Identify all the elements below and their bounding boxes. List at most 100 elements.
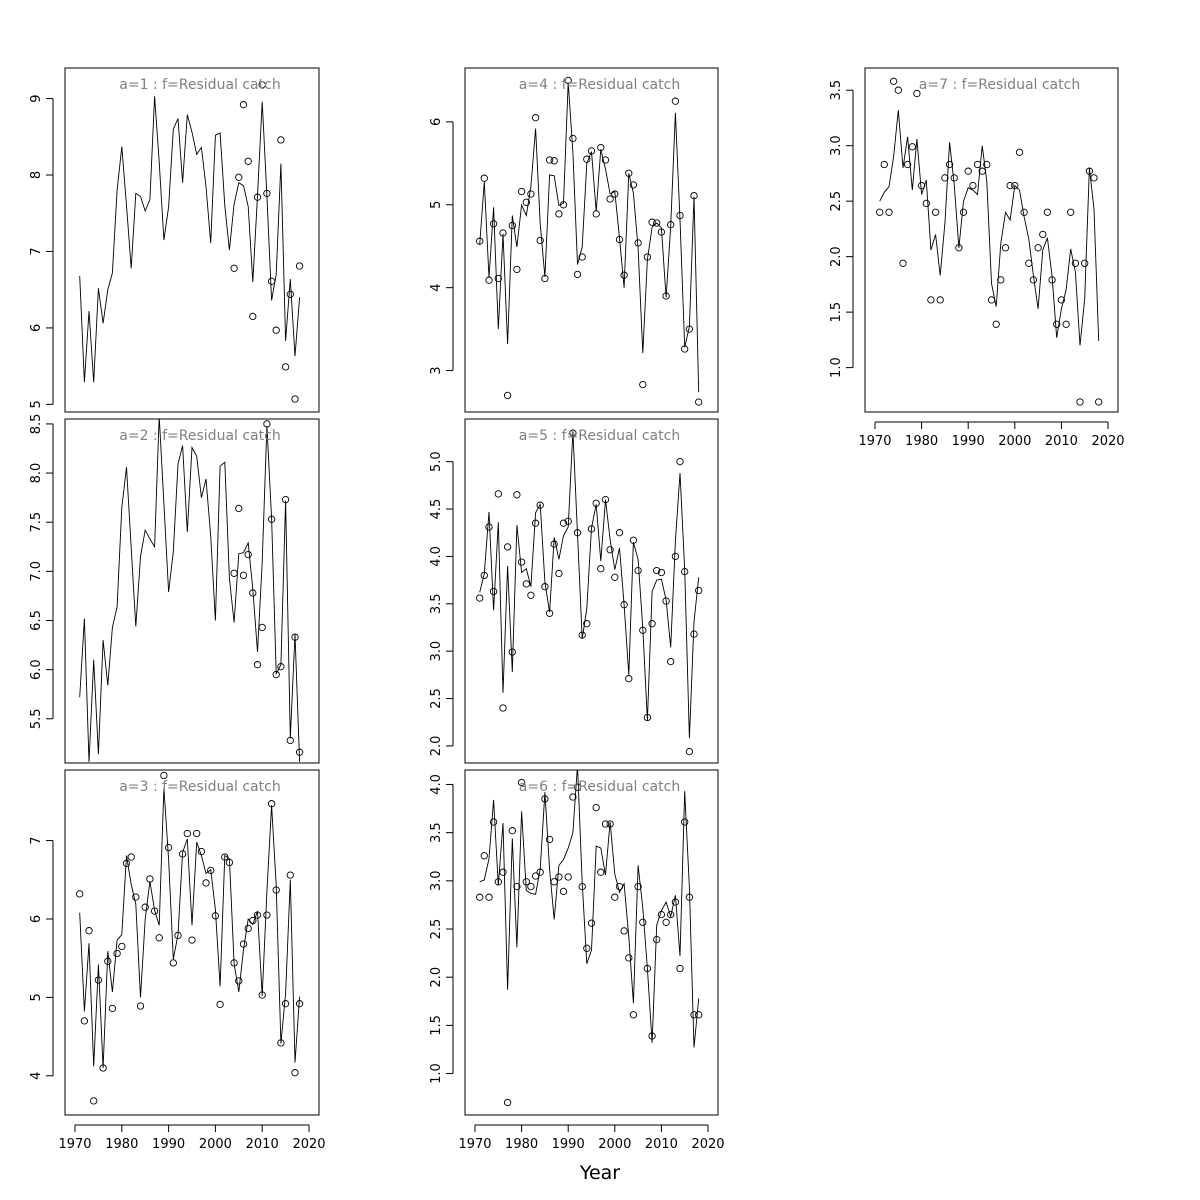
panel-3-observed-point [258,991,266,999]
panel-7-frame [864,67,1119,413]
panel-3-y-tick-label: 5 [29,993,44,1001]
panel-4-observed-point [531,114,540,122]
panel-7-observed-point [950,174,958,182]
panel-6-observed-point [555,873,563,881]
panel-1-frame [64,67,320,413]
panel-6-x-tick-label: 1970 [458,1137,491,1152]
panel-7-observed-point [978,167,986,175]
panel-7-observed-point [1095,398,1103,406]
panel-7-observed-point [987,296,996,304]
panel-5-y-tick-label: 2.0 [429,736,444,757]
panel-1-observed-point [286,290,294,298]
panel-5-observed-point [578,631,586,639]
panel-5-observed-point [527,591,535,599]
panel-6-observed-point [676,964,684,973]
panel-7-y-tick-label: 3.0 [829,135,844,156]
panel-4-y-tick-label: 6 [429,118,444,126]
panel-2-y-axis: 5.5 6.0 6.5 7.0 7.5 8.0 8.5 [29,414,54,729]
panel-7: 1.0 1.5 2.0 2.5 3.0 3.5 1970 1980 1990 2000 2010 20… [829,67,1125,449]
panel-7-y-axis: 1.0 1.5 2.0 2.5 3.0 3.5 [829,80,854,378]
panel-5-observed-point [620,601,628,609]
panel-3-observed-point [230,959,238,967]
panel-5-observed-point [541,583,549,591]
panel-4-observed-point [662,292,670,300]
panel-6-observed-point [513,882,521,891]
panel-7-x-axis: 1970 1980 1990 2000 2010 2020 [858,421,1125,449]
panel-7-observed-point [1076,398,1084,406]
panel-6-observed-point [569,793,577,801]
panel-3-observed-point [188,936,196,944]
panel-7-observed-point [1011,181,1019,190]
panel-3-observed-point [169,959,177,967]
panel-2-y-tick-label: 6.5 [29,610,44,631]
panel-2-observed-point [281,495,290,504]
panel-5-observed-point [671,552,680,561]
panel-5-observed-point [545,609,554,617]
panel-6-observed-point [545,835,554,844]
panel-4-observed-point [555,210,563,218]
panel-2-observed-point [253,661,262,669]
panel-3-observed-point [90,1097,98,1105]
panel-5-observed-point [559,519,568,527]
panel-7-observed-point [885,208,893,216]
panel-3-observed-point [207,866,215,875]
panel-6-observed-point [615,882,624,891]
panel-3-observed-point [235,977,243,985]
panel-4-observed-point [695,398,703,406]
panels: 5 6 7 8 9 a=1 : f=Residual catch 5.5 6.0 6.5 7.0 7… [29,67,1125,1152]
panel-1-y-tick-label: 8 [29,171,44,179]
panel-5-observed-point [522,580,530,588]
panel-6-observed-point [494,878,502,886]
panel-5-observed-point [625,675,633,683]
panel-5-observed-point [629,536,638,544]
panel-3-observed-point [118,942,126,951]
panel-3-observed-point [295,1000,304,1008]
panel-6-observed-point [653,935,661,944]
panel-5-observed-point [531,519,540,527]
panel-4-observed-point [480,174,488,182]
panel-2-observed-point [295,748,304,756]
panel-4-observed-point [573,270,582,279]
panel-4-y-axis: 3 4 5 6 [429,118,454,375]
panel-6-observed-point [597,868,605,876]
panel-1-observed-point [235,173,243,181]
panel-6-observed-point [620,927,628,935]
panel-3-observed-point [99,1064,107,1072]
panel-7-observed-point [969,181,977,190]
panel-2-observed-point [272,670,280,679]
panel-4-observed-point [545,156,554,164]
panel-4-observed-point [583,155,591,163]
panel-5-data [476,429,703,756]
panel-5-observed-point [513,491,521,499]
panel-4-observed-point [615,235,624,244]
panel-4-y-tick-label: 4 [429,284,444,292]
panel-7-observed-point [1025,259,1033,267]
panel-2-observed-point [239,571,248,579]
panel-5-observed-point [597,565,605,573]
panel-7-observed-point [1057,296,1066,304]
panel-5-observed-point [592,499,600,507]
panel-6-x-axis: 1970 1980 1990 2000 2010 2020 [458,1124,725,1152]
panel-6-observed-point [503,1098,512,1107]
panel-5-y-tick-label: 4.5 [429,499,444,520]
panel-4-observed-point [564,76,572,85]
panel-6-x-tick-label: 2010 [645,1137,678,1152]
panel-6-observed-point [499,868,507,876]
panel-3-observed-point [183,829,191,838]
panel-3-observed-point [178,850,187,858]
panel-7-observed-point [908,143,916,151]
panel-5-observed-point [555,569,563,578]
panel-1-observed-point [267,277,276,285]
panel-2-observed-point [230,569,238,577]
panel-4-title: a=4 : f=Residual catch [519,77,680,93]
panel-6-frame [464,769,719,1116]
panel-3-x-tick-label: 2020 [292,1137,325,1152]
panel-5-observed-point [485,523,493,531]
panel-2-y-tick-label: 8.5 [29,414,44,435]
panel-6-x-tick-label: 1990 [552,1137,585,1152]
panel-5-observed-point [648,620,656,628]
panel-6-observed-point [625,954,633,962]
panel-5-observed-point [695,586,703,595]
panel-7-fitted-line [879,110,1100,346]
